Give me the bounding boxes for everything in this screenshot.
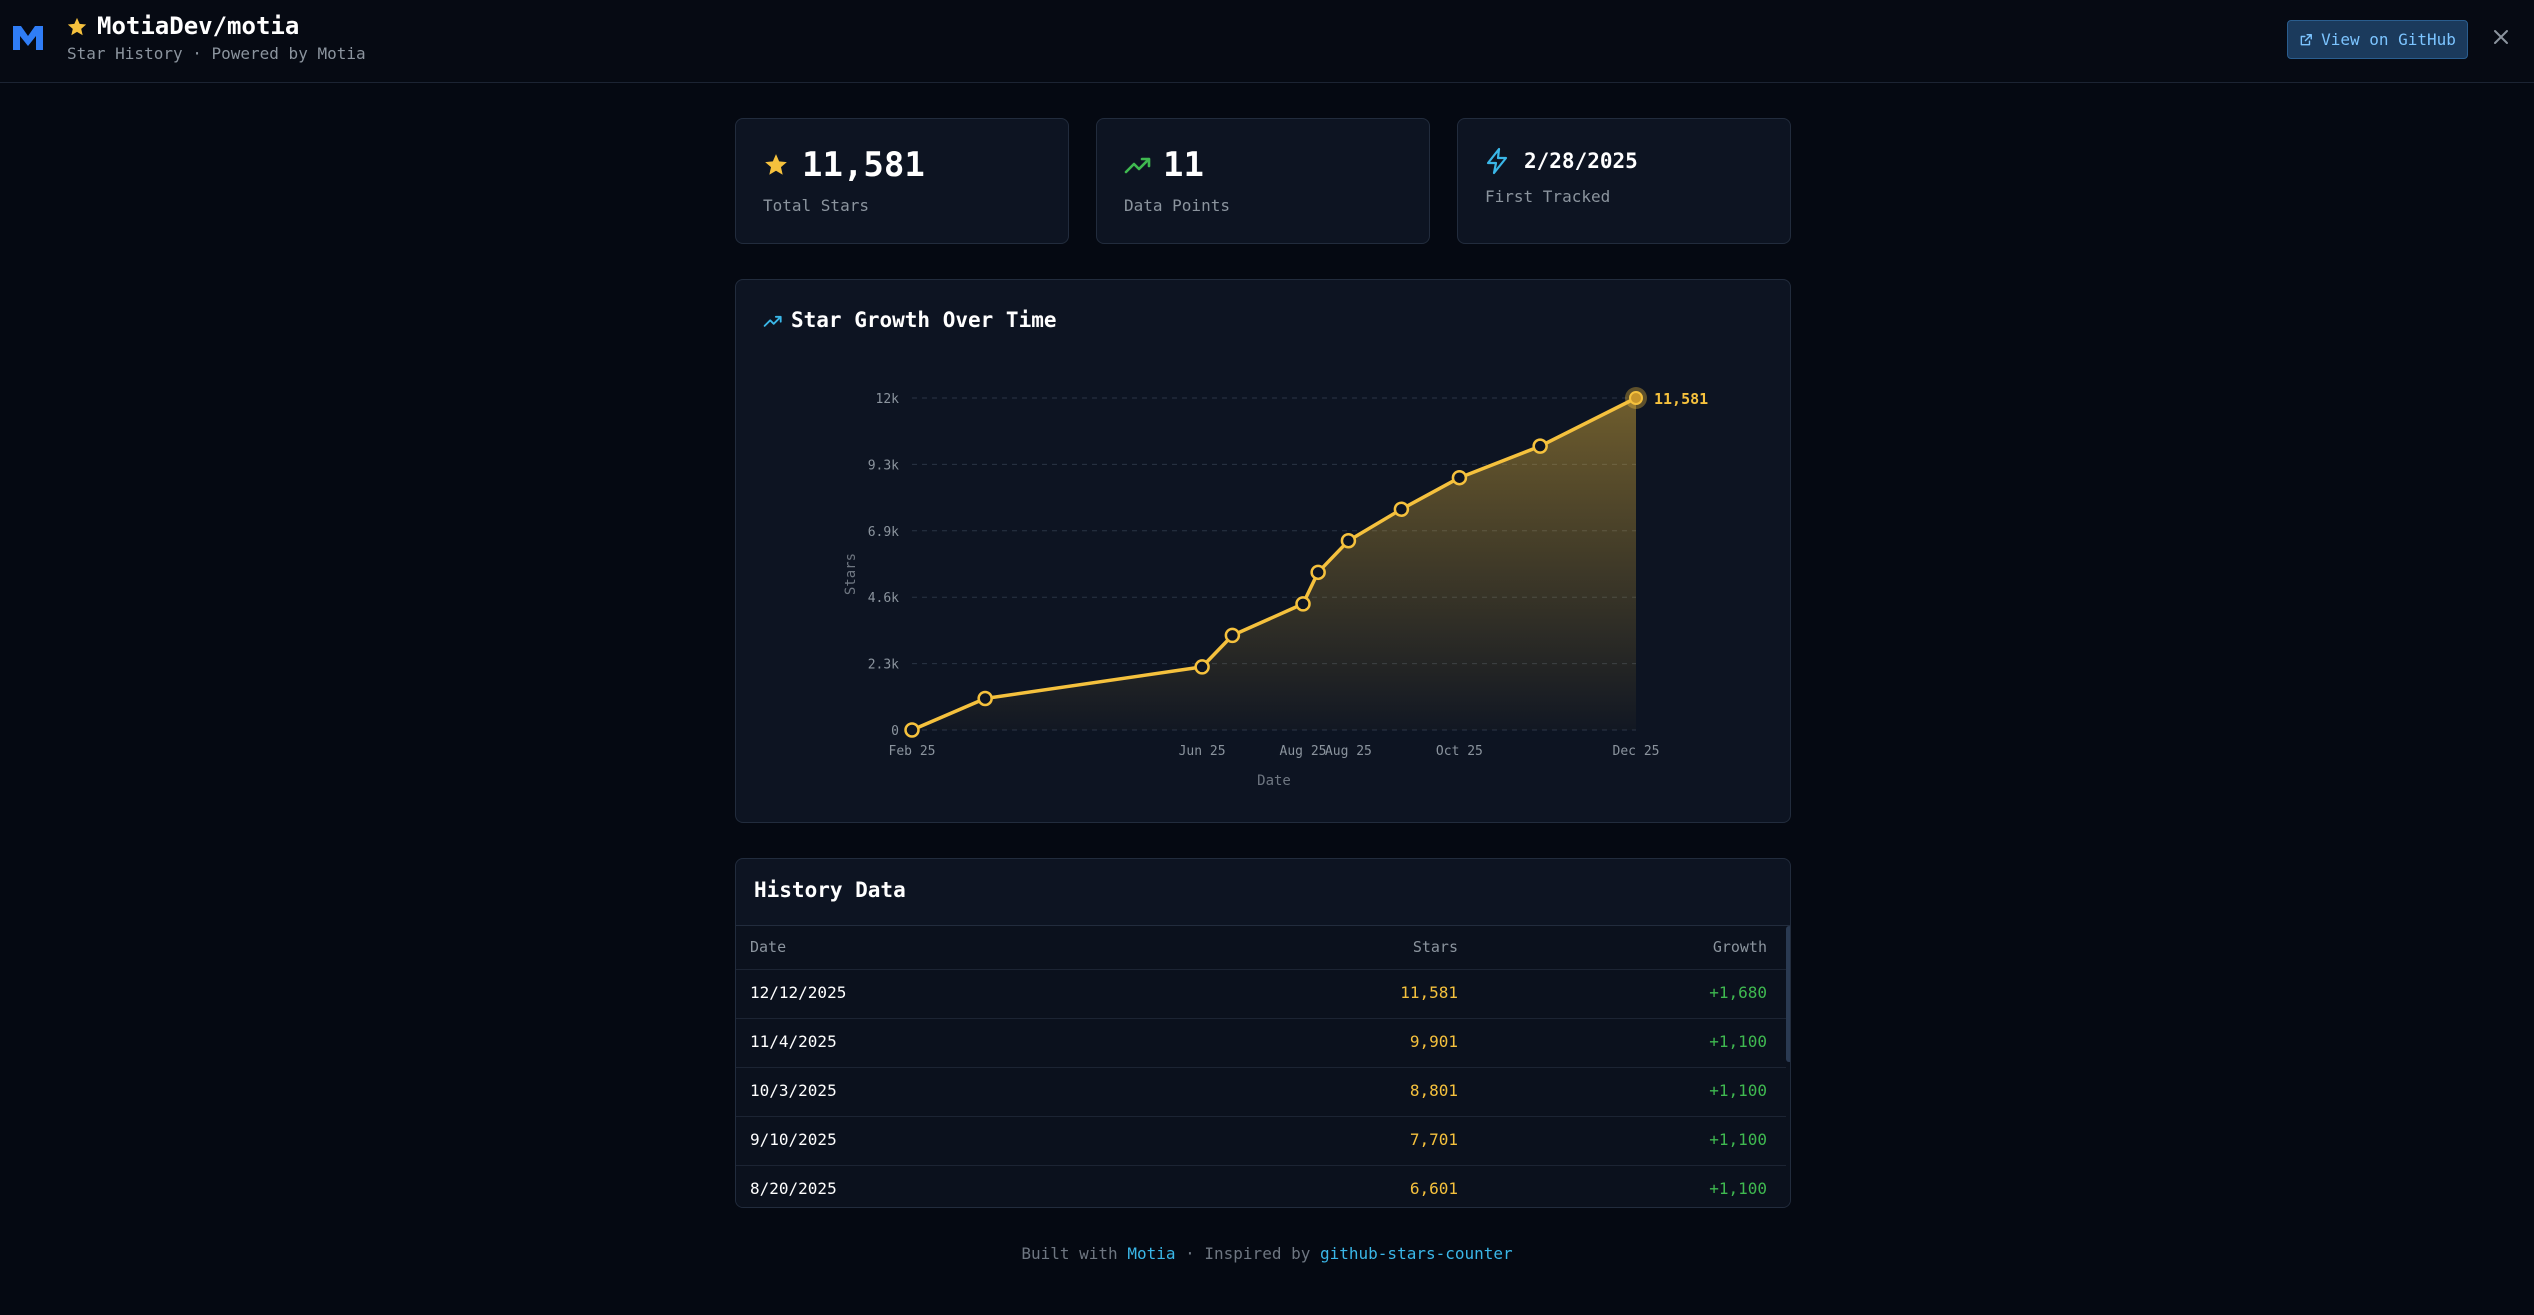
data-points-card: 11 Data Points <box>1096 118 1430 244</box>
history-title: History Data <box>754 878 906 902</box>
first-tracked-value: 2/28/2025 <box>1524 149 1638 173</box>
x-tick-label: Aug 25 <box>1325 744 1372 759</box>
y-tick-label: 2.3k <box>868 658 899 673</box>
row-stars: 8,801 <box>1409 1081 1458 1100</box>
row-growth: +1,680 <box>1709 983 1767 1002</box>
motia-link[interactable]: Motia <box>1127 1244 1176 1263</box>
row-stars: 7,701 <box>1409 1130 1458 1149</box>
star-icon <box>67 17 87 36</box>
history-table: Date Stars Growth 12/12/2025 11,581 +1,6… <box>736 925 1790 1207</box>
view-on-github-label: View on GitHub <box>2321 30 2456 49</box>
star-icon <box>765 154 787 175</box>
table-row: 9/10/2025 7,701 +1,100 <box>736 1117 1786 1166</box>
repo-title: MotiaDev/motia <box>97 12 300 40</box>
column-header-growth: Growth <box>1712 938 1767 956</box>
table-row: 10/3/2025 8,801 +1,100 <box>736 1068 1786 1117</box>
footer-separator: · Inspired by <box>1185 1244 1311 1263</box>
star-growth-panel: Star Growth Over Time 0 2.3k 4.6k 6.9k 9.3k 1… <box>735 279 1791 823</box>
total-stars-card: 11,581 Total Stars <box>735 118 1069 244</box>
row-stars: 6,601 <box>1409 1179 1458 1198</box>
data-points-label: Data Points <box>1124 196 1230 215</box>
x-tick-label: Feb 25 <box>889 744 936 759</box>
data-point[interactable] <box>1451 469 1468 486</box>
row-date: 10/3/2025 <box>750 1081 837 1100</box>
column-header-stars: Stars <box>1412 938 1458 956</box>
top-bar: MotiaDev/motia Star History · Powered by… <box>0 0 2534 83</box>
area-fill <box>912 398 1636 730</box>
data-points-value: 11 <box>1163 145 1204 185</box>
y-tick-label: 4.6k <box>868 591 899 606</box>
footer-built-with: Built with <box>1021 1244 1118 1263</box>
last-value-label: 11,581 <box>1654 390 1708 408</box>
view-on-github-button[interactable]: View on GitHub <box>2287 20 2468 59</box>
data-point[interactable] <box>1393 501 1410 517</box>
bolt-icon <box>1486 147 1508 175</box>
y-axis-label: Stars <box>843 553 859 595</box>
data-point[interactable] <box>904 722 920 738</box>
table-row: 8/20/2025 6,601 +1,100 <box>736 1166 1786 1207</box>
data-point[interactable] <box>977 690 993 707</box>
table-scrollbar[interactable] <box>1786 926 1790 1062</box>
history-data-panel: History Data Date Stars Growth 12/12/202… <box>735 858 1791 1208</box>
x-tick-label: Oct 25 <box>1436 744 1483 759</box>
x-axis-label: Date <box>1257 773 1291 789</box>
x-tick-label: Jun 25 <box>1179 744 1226 759</box>
page-subtitle: Star History · Powered by Motia <box>67 44 366 63</box>
row-date: 8/20/2025 <box>750 1179 837 1198</box>
data-point[interactable] <box>1310 564 1326 581</box>
row-growth: +1,100 <box>1709 1130 1767 1149</box>
row-date: 12/12/2025 <box>750 983 847 1002</box>
table-row: 11/4/2025 9,901 +1,100 <box>736 1019 1786 1068</box>
total-stars-value: 11,581 <box>802 145 925 185</box>
external-link-icon <box>2300 33 2313 45</box>
first-tracked-label: First Tracked <box>1485 187 1611 206</box>
data-point[interactable] <box>1629 391 1643 405</box>
x-tick-label: Dec 25 <box>1613 744 1660 759</box>
table-header: Date Stars Growth <box>736 926 1786 970</box>
y-tick-label: 0 <box>891 724 899 739</box>
close-icon[interactable] <box>2490 26 2512 48</box>
y-tick-label: 6.9k <box>868 525 899 540</box>
data-point[interactable] <box>1194 659 1210 675</box>
row-date: 11/4/2025 <box>750 1032 837 1051</box>
trending-up-icon <box>763 315 782 327</box>
row-growth: +1,100 <box>1709 1032 1767 1051</box>
table-row: 12/12/2025 11,581 +1,680 <box>736 970 1786 1019</box>
row-growth: +1,100 <box>1709 1179 1767 1198</box>
star-growth-chart: 0 2.3k 4.6k 6.9k 9.3k 12k Feb 25 Jun 25 Aug 25Au… <box>843 387 1708 789</box>
row-growth: +1,100 <box>1709 1081 1767 1100</box>
data-point[interactable] <box>1295 596 1311 612</box>
y-tick-label: 12k <box>876 392 900 407</box>
total-stars-label: Total Stars <box>763 196 869 215</box>
data-point[interactable] <box>1532 438 1548 454</box>
row-date: 9/10/2025 <box>750 1130 837 1149</box>
trending-up-icon <box>1124 157 1151 174</box>
github-stars-counter-link[interactable]: github-stars-counter <box>1320 1244 1513 1263</box>
column-header-date: Date <box>750 938 787 956</box>
x-tick-label: Aug 25 <box>1280 744 1327 759</box>
motia-logo-icon <box>13 26 43 50</box>
first-tracked-card: 2/28/2025 First Tracked <box>1457 118 1791 244</box>
row-stars: 11,581 <box>1400 983 1458 1002</box>
footer: Built with Motia · Inspired by github-st… <box>0 1244 2534 1263</box>
row-stars: 9,901 <box>1409 1032 1458 1051</box>
y-tick-label: 9.3k <box>868 458 899 473</box>
chart-title: Star Growth Over Time <box>791 308 1057 332</box>
data-point[interactable] <box>1224 627 1241 644</box>
data-point[interactable] <box>1340 533 1357 549</box>
